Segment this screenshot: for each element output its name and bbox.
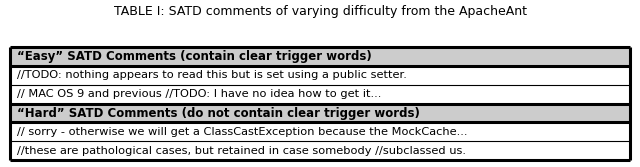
Text: “Easy” SATD Comments (contain clear trigger words): “Easy” SATD Comments (contain clear trig… (17, 50, 372, 63)
Bar (10, 104, 630, 122)
Bar (10, 66, 630, 85)
Text: //these are pathological cases, but retained in case somebody //subclassed us.: //these are pathological cases, but reta… (17, 146, 467, 156)
Text: // sorry - otherwise we will get a ClassCastException because the MockCache...: // sorry - otherwise we will get a Class… (17, 127, 468, 137)
Text: //TODO: nothing appears to read this but is set using a public setter.: //TODO: nothing appears to read this but… (17, 70, 407, 80)
Bar (10, 47, 630, 66)
Text: TABLE I: SATD comments of varying difficulty from the ApacheAnt: TABLE I: SATD comments of varying diffic… (113, 5, 527, 18)
Text: // MAC OS 9 and previous //TODO: I have no idea how to get it...: // MAC OS 9 and previous //TODO: I have … (17, 89, 381, 99)
Bar (10, 141, 630, 160)
Text: “Hard” SATD Comments (do not contain clear trigger words): “Hard” SATD Comments (do not contain cle… (17, 107, 420, 120)
Bar (10, 85, 630, 104)
Bar (10, 122, 630, 141)
